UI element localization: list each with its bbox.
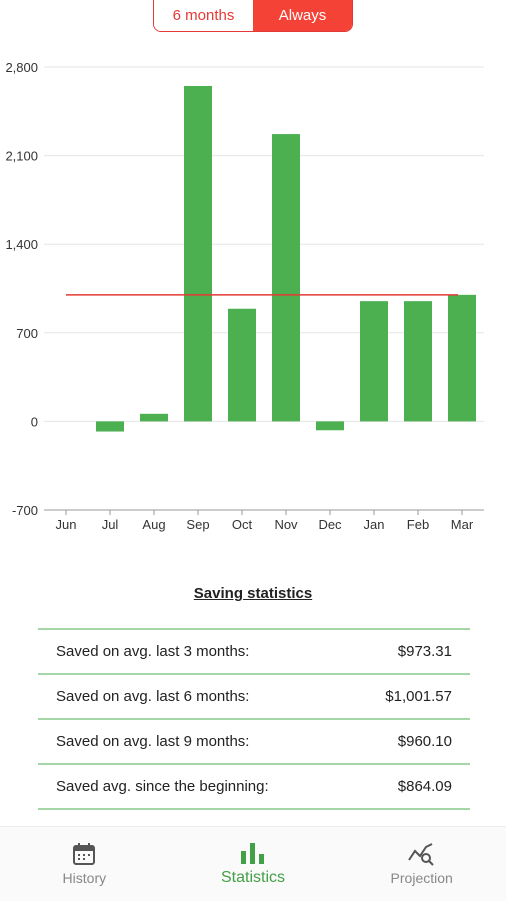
y-tick-label: 0 <box>31 414 38 429</box>
bar <box>448 294 476 422</box>
stat-row: Saved avg. since the beginning: $864.09 <box>38 765 470 810</box>
stat-label: Saved on avg. last 6 months: <box>56 688 250 705</box>
stat-value: $973.31 <box>397 643 452 660</box>
nav-history-label: History <box>62 870 107 886</box>
bar <box>404 301 432 422</box>
x-tick-label: Nov <box>274 517 298 532</box>
toggle-always[interactable]: Always <box>253 0 352 31</box>
toggle-6-months[interactable]: 6 months <box>154 0 253 31</box>
x-tick-label: Mar <box>451 517 474 532</box>
nav-history[interactable]: History <box>0 827 169 901</box>
bar <box>184 85 212 422</box>
stat-label: Saved avg. since the beginning: <box>56 778 269 795</box>
bar-chart-icon <box>241 843 264 864</box>
y-tick-label: 2,100 <box>5 149 38 164</box>
bar <box>272 134 300 422</box>
x-tick-label: Jul <box>102 517 119 532</box>
y-tick-label: 2,800 <box>5 60 38 75</box>
bar <box>316 421 344 431</box>
period-toggle: 6 months Always <box>153 0 353 32</box>
stat-label: Saved on avg. last 3 months: <box>56 643 250 660</box>
x-tick-label: Feb <box>407 517 429 532</box>
bar <box>228 308 256 422</box>
nav-statistics-label: Statistics <box>221 869 286 886</box>
savings-bar-chart: 2,800 2,100 1,400 700 0 -700 Jun Jul Aug Sep Oct No… <box>5 60 484 532</box>
stat-row: Saved on avg. last 9 months: $960.10 <box>38 720 470 765</box>
nav-projection-label: Projection <box>390 870 453 886</box>
y-tick-label: 1,400 <box>5 237 38 252</box>
x-tick-label: Aug <box>142 517 165 532</box>
stat-value: $960.10 <box>397 733 452 750</box>
bar <box>360 301 388 422</box>
stat-label: Saved on avg. last 9 months: <box>56 733 250 750</box>
x-tick-label: Jun <box>56 517 77 532</box>
stat-value: $864.09 <box>397 778 452 795</box>
trend-search-icon <box>407 843 434 866</box>
x-tick-label: Sep <box>186 517 209 532</box>
bar <box>96 421 124 432</box>
calendar-icon <box>73 843 96 865</box>
stats-title: Saving statistics <box>193 585 313 602</box>
x-tick-label: Dec <box>318 517 342 532</box>
bottom-navigation: History Statistics Projection <box>0 826 506 901</box>
stat-row: Saved on avg. last 3 months: $973.31 <box>38 630 470 675</box>
stat-value: $1,001.57 <box>385 688 452 705</box>
stats-table: Saved on avg. last 3 months: $973.31 Sav… <box>38 628 470 810</box>
y-tick-label: 700 <box>16 326 38 341</box>
stat-row: Saved on avg. last 6 months: $1,001.57 <box>38 675 470 720</box>
nav-projection[interactable]: Projection <box>337 827 506 901</box>
bar <box>140 413 168 422</box>
y-tick-label: -700 <box>12 503 38 518</box>
nav-statistics[interactable]: Statistics <box>169 827 338 901</box>
x-tick-label: Jan <box>364 517 385 532</box>
x-tick-label: Oct <box>232 517 253 532</box>
